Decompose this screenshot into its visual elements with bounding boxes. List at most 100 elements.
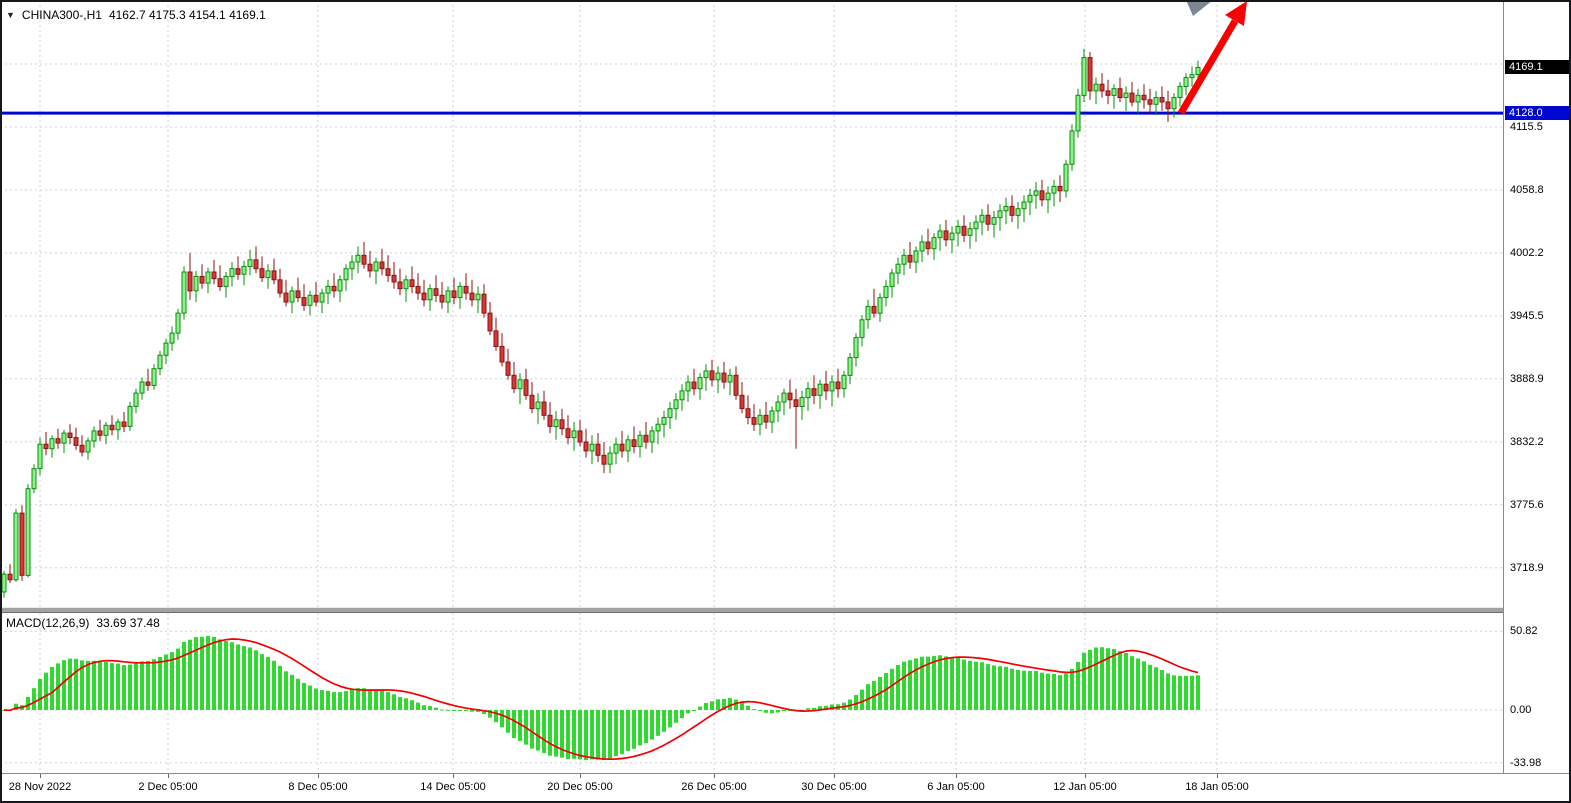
candle-body (673, 399, 679, 410)
macd-histogram-bar (242, 646, 246, 710)
candle-body (997, 210, 1003, 219)
candle-body (169, 332, 175, 344)
candle-body (127, 405, 133, 427)
price-axis[interactable]: 4115.5 4058.8 4002.2 3945.5 3888.9 3832.2 3775… (1503, 0, 1571, 773)
macd-histogram-bar (164, 654, 168, 710)
macd-histogram-bar (728, 697, 732, 710)
candle-body (559, 419, 565, 430)
macd-histogram-bar (254, 650, 258, 710)
macd-histogram-bar (170, 652, 174, 710)
time-tick-mark (714, 774, 715, 778)
symbol-name: CHINA300-,H1 (21, 8, 102, 22)
candle-body (547, 414, 553, 427)
macd-axis-label: -33.98 (1510, 757, 1542, 769)
candle-body (19, 512, 25, 576)
candle-body (31, 468, 37, 490)
dropdown-triangle-icon[interactable]: ▼ (6, 10, 15, 20)
candle-body (157, 354, 163, 370)
candle-body (565, 428, 571, 439)
macd-histogram-bar (998, 666, 1002, 710)
candle-body (1141, 94, 1147, 101)
macd-histogram-bar (116, 663, 120, 710)
price-axis-label: 4115.5 (1510, 121, 1543, 133)
macd-histogram-bar (1184, 675, 1188, 710)
candle-body (1069, 130, 1075, 165)
candle-body (907, 254, 913, 263)
candle-body (1153, 97, 1159, 105)
time-axis[interactable]: 28 Nov 2022 2 Dec 05:00 8 Dec 05:00 14 Dec … (0, 773, 1571, 803)
price-axis-label: 3945.5 (1510, 310, 1544, 322)
candle-body (301, 297, 307, 306)
macd-histogram-bar (1178, 675, 1182, 710)
macd-histogram-bar (92, 660, 96, 710)
macd-histogram-bar (650, 710, 654, 740)
macd-indicator-label: MACD(12,26,9) 33.69 37.48 (6, 616, 160, 630)
candle-body (49, 438, 55, 450)
candle-body (331, 285, 337, 292)
candle-body (199, 275, 205, 284)
macd-histogram-bar (860, 689, 864, 710)
candle-body (25, 488, 31, 576)
macd-histogram-bar (782, 710, 786, 711)
candle-body (277, 279, 283, 294)
time-tick-mark (580, 774, 581, 778)
macd-histogram-bar (176, 648, 180, 710)
macd-histogram-bar (1148, 664, 1152, 710)
macd-histogram-bar (128, 664, 132, 710)
candle-body (619, 443, 625, 452)
candle-body (517, 379, 523, 390)
macd-histogram-bar (740, 702, 744, 710)
candle-body (1117, 88, 1123, 99)
candle-body (133, 392, 139, 407)
macd-histogram-bar (1106, 648, 1110, 710)
candle-body (1009, 205, 1015, 216)
candle-body (571, 430, 577, 439)
macd-histogram-bar (758, 710, 762, 711)
candle-body (7, 573, 13, 581)
candle-body (1015, 208, 1021, 216)
candle-body (1093, 83, 1099, 92)
candle-body (1165, 101, 1171, 110)
candle-body (427, 288, 433, 301)
candle-body (937, 230, 943, 239)
macd-histogram-bar (770, 710, 774, 714)
candle-body (67, 432, 73, 439)
candle-body (181, 271, 187, 314)
price-axis-label: 4058.8 (1510, 184, 1544, 196)
macd-histogram-bar (482, 710, 486, 715)
macd-histogram-bar (854, 695, 858, 710)
macd-histogram-bar (26, 696, 30, 710)
main-chart-canvas[interactable]: ▼ CHINA300-,H1 4162.7 4175.3 4154.1 4169… (0, 0, 1503, 607)
macd-histogram-bar (614, 710, 618, 757)
macd-panel-canvas[interactable]: MACD(12,26,9) 33.69 37.48 (0, 613, 1503, 773)
candle-body (325, 285, 331, 294)
macd-histogram-bar (584, 710, 588, 761)
candle-body (601, 454, 607, 465)
candle-body (913, 250, 919, 263)
macd-histogram-bar (806, 708, 810, 710)
macd-histogram-bar (380, 690, 384, 710)
candle-body (919, 241, 925, 252)
macd-histogram-bar (452, 710, 456, 711)
macd-axis-label: 0.00 (1510, 704, 1532, 716)
candle-body (463, 285, 469, 294)
macd-histogram-bar (62, 660, 66, 710)
macd-histogram-bar (218, 639, 222, 710)
candle-body (703, 370, 709, 379)
macd-name: MACD(12,26,9) (6, 616, 90, 630)
candle-body (61, 432, 67, 444)
macd-histogram-bar (1004, 666, 1008, 710)
candle-body (949, 232, 955, 241)
macd-histogram-bar (146, 660, 150, 710)
macd-histogram-bar (86, 660, 90, 710)
macd-histogram-bar (326, 690, 330, 710)
macd-histogram-bar (362, 688, 366, 710)
panel-separator[interactable] (0, 607, 1571, 613)
candle-body (823, 383, 829, 392)
macd-histogram-bar (488, 710, 492, 718)
macd-histogram-bar (368, 689, 372, 710)
candle-body (511, 374, 517, 390)
macd-histogram-bar (1166, 673, 1170, 710)
macd-histogram-bar (1064, 673, 1068, 710)
macd-histogram-bar (1136, 658, 1140, 710)
